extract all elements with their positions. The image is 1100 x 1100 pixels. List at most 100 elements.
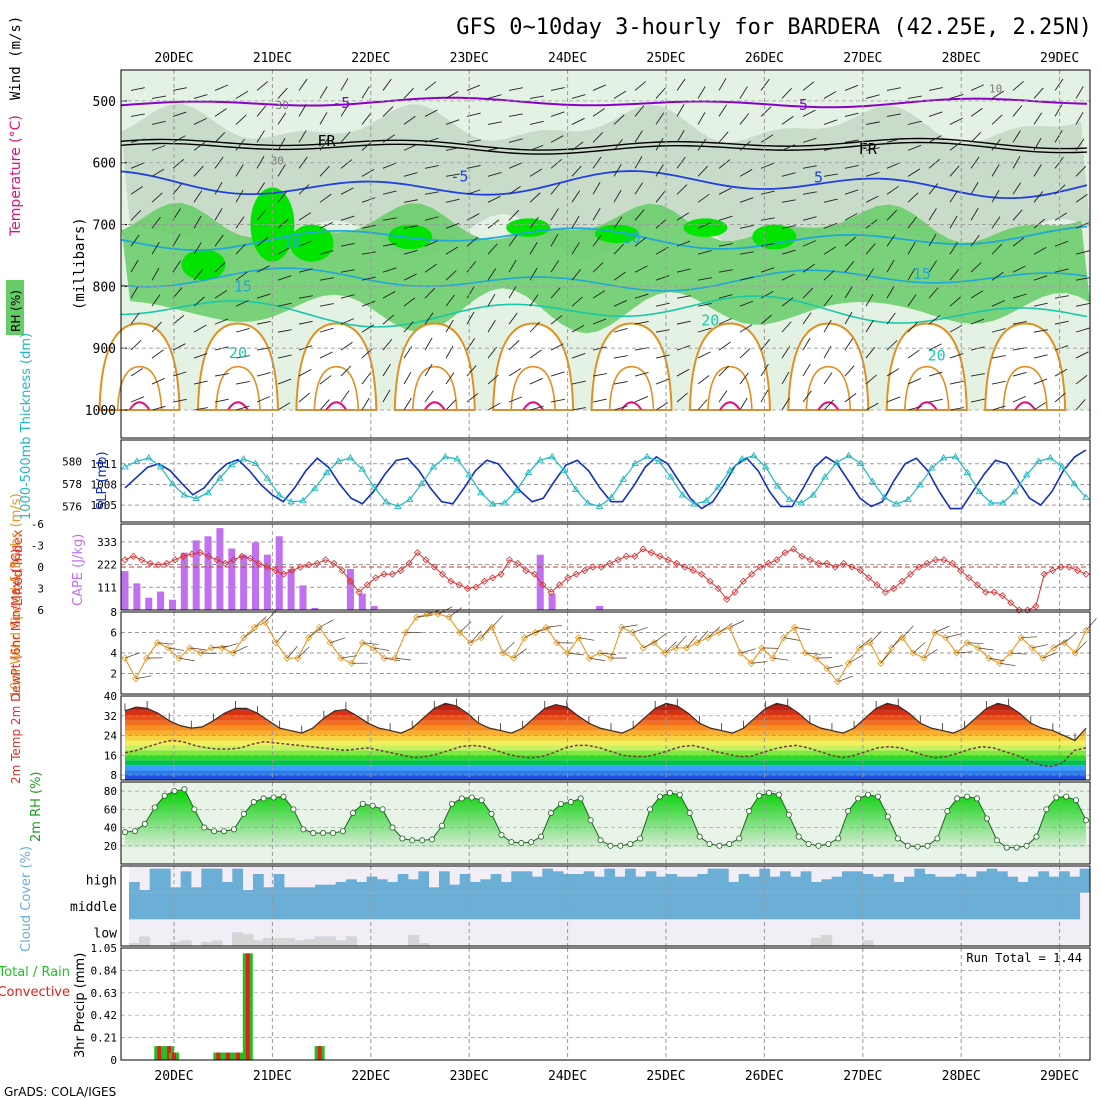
wind-barb-10m bbox=[977, 647, 994, 651]
wind-barb bbox=[739, 113, 750, 125]
thickness-point bbox=[133, 457, 141, 464]
lifted-point bbox=[547, 588, 555, 596]
wind-ylabel: 10m Wind Speed & Barbs (m/s) bbox=[9, 493, 24, 698]
cloud-middle-bar bbox=[666, 892, 678, 920]
wind-speed-point bbox=[942, 634, 950, 642]
cloud-middle-bar bbox=[986, 892, 998, 920]
wind-speed-point bbox=[218, 644, 226, 652]
wind-barb-10m bbox=[189, 647, 206, 651]
thickness-tick: 578 bbox=[62, 478, 82, 491]
rh-point bbox=[528, 839, 535, 846]
wind-barb bbox=[949, 117, 963, 125]
cloud-middle-bar bbox=[976, 892, 988, 920]
wind-barb bbox=[907, 192, 919, 203]
rh-tick: 80 bbox=[104, 785, 117, 798]
wind-barb bbox=[1075, 399, 1086, 411]
wind-barb bbox=[613, 164, 622, 177]
wind-barb bbox=[592, 373, 607, 377]
cape-bar bbox=[263, 554, 271, 610]
rh-point bbox=[181, 786, 188, 793]
wind-barb bbox=[571, 215, 580, 229]
wind-barb bbox=[739, 224, 754, 229]
wind-speed-point bbox=[358, 639, 367, 647]
lifted-point bbox=[806, 556, 814, 564]
wind-barb bbox=[718, 390, 728, 403]
lifted-index-line bbox=[124, 548, 1087, 611]
cape-bar bbox=[240, 554, 248, 610]
lifted-point bbox=[581, 567, 589, 575]
wind-barb bbox=[571, 296, 583, 307]
wind-barb bbox=[802, 240, 817, 247]
wind-speed-point bbox=[272, 639, 280, 647]
wind-barb bbox=[571, 324, 585, 333]
lifted-point bbox=[915, 563, 923, 571]
cloud-high-bar bbox=[532, 876, 543, 893]
wind-barb bbox=[445, 372, 455, 385]
rh-ylabel-text: 2m RH (%) bbox=[29, 771, 44, 842]
rh-tick: 20 bbox=[104, 840, 117, 853]
wind-barb bbox=[655, 378, 670, 385]
cloud-middle-bar bbox=[129, 892, 140, 920]
boundary-layer-inner bbox=[805, 365, 852, 411]
cloud-middle-bar bbox=[573, 892, 585, 920]
wind-barb bbox=[235, 327, 250, 333]
cloud-high-bar bbox=[697, 874, 709, 893]
cloud-high-bar bbox=[408, 879, 419, 893]
wind-barb bbox=[529, 242, 538, 255]
cloud-high-bar bbox=[315, 884, 326, 893]
pressure-tick: 900 bbox=[93, 342, 116, 357]
wind-barb bbox=[445, 146, 460, 151]
lifted-point bbox=[330, 559, 338, 567]
thickness-point bbox=[1046, 454, 1055, 461]
wind-barb bbox=[676, 295, 691, 299]
wind-barb bbox=[655, 87, 666, 99]
wind-barb bbox=[1075, 250, 1090, 255]
wind-barb bbox=[529, 216, 539, 229]
wind-barb bbox=[445, 319, 454, 333]
precip-ylabel-text: 3hr Precip (mm) bbox=[73, 953, 88, 1058]
wind-barb bbox=[151, 377, 165, 385]
wind-speed-point bbox=[132, 675, 140, 683]
cape-ylabel: CAPE (J/kg) bbox=[71, 534, 86, 606]
wind-barb-10m bbox=[1064, 632, 1077, 644]
cloud-high-bar bbox=[1059, 871, 1070, 893]
wind-barb bbox=[823, 270, 835, 281]
lifted-point bbox=[823, 559, 831, 567]
wind-barb bbox=[382, 78, 392, 91]
thickness-point bbox=[1022, 470, 1031, 478]
date-label-bottom: 24DEC bbox=[548, 1069, 587, 1084]
cloud-middle-bar bbox=[924, 892, 936, 920]
wind-barb bbox=[508, 234, 518, 247]
date-label-top: 22DEC bbox=[351, 51, 390, 66]
wind-barb bbox=[928, 183, 939, 195]
wind-barb bbox=[424, 363, 433, 377]
wind-barb bbox=[424, 109, 438, 117]
lifted-point bbox=[271, 567, 279, 575]
wind-barb bbox=[130, 312, 140, 325]
rh-point bbox=[389, 824, 396, 831]
wind-barb bbox=[277, 329, 292, 333]
cloud-middle-bar bbox=[160, 892, 171, 920]
lifted-point bbox=[848, 563, 856, 571]
wind-barb bbox=[865, 293, 874, 307]
wind-barb bbox=[991, 271, 1004, 281]
wind-barb bbox=[1054, 240, 1069, 247]
wind-barb bbox=[697, 138, 707, 151]
cloud-middle-bar bbox=[532, 892, 543, 920]
cape-bar bbox=[311, 607, 319, 610]
contour-label: 30 bbox=[271, 155, 284, 168]
wind-barb bbox=[823, 294, 833, 307]
wind-barb bbox=[1033, 112, 1043, 125]
wind-barb bbox=[865, 374, 877, 385]
rh-point bbox=[617, 842, 624, 849]
thickness-point bbox=[987, 499, 995, 506]
lifted-point bbox=[898, 577, 906, 585]
thickness-point bbox=[797, 499, 806, 506]
temp-color-band bbox=[125, 775, 1086, 780]
wind-barb bbox=[991, 355, 1006, 359]
wind-barb bbox=[676, 130, 685, 143]
cloud-high-bar bbox=[780, 871, 791, 893]
date-label-top: 21DEC bbox=[253, 51, 292, 66]
rh-saturated-blob bbox=[506, 218, 551, 237]
rh-point bbox=[577, 795, 584, 802]
